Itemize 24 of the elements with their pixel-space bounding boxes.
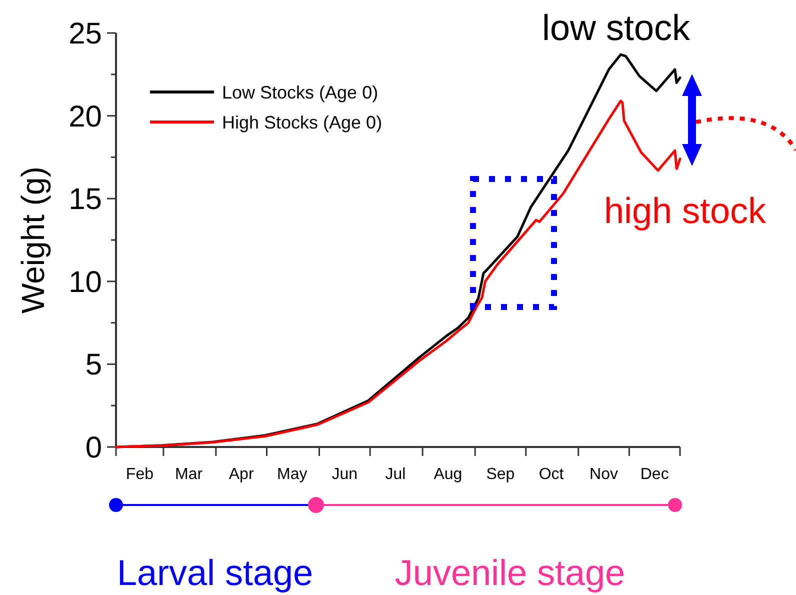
x-tick-label: Apr [228,466,254,483]
x-tick-label: Feb [126,466,154,483]
x-tick-label: Jun [332,466,358,483]
annotation: low stock [542,7,692,48]
legend-label: High Stocks (Age 0) [222,112,382,132]
text: Larval stage [116,552,314,593]
x-tick-label: Nov [590,466,618,483]
y-tick-label: 15 [68,183,102,216]
y-tick-label: 20 [68,100,102,134]
x-tick-label: Sep [486,466,515,483]
y-tick-label: 0 [85,432,102,464]
x-tick-label: May [277,466,308,483]
x-tick-label: Aug [434,466,462,483]
x-tick-label: Jul [385,466,406,483]
y-tick-label: 5 [85,348,102,382]
y-axis-title: Weight (g) [15,166,51,314]
x-tick-label: Mar [175,466,204,483]
y-tick-label: 10 [68,266,102,299]
x-tick-label: Oct [538,466,564,483]
y-tick-label: 25 [68,18,102,50]
text: Juvenile stage [394,552,626,593]
x-tick-label: Dec [640,466,669,483]
legend-label: Low Stocks (Age 0) [222,82,378,102]
annotation: high stock [604,190,768,231]
